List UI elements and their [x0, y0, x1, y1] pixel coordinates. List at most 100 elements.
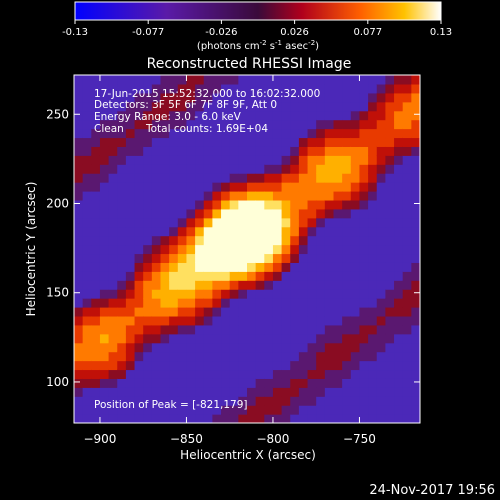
- heatmap-cell: [385, 414, 395, 423]
- heatmap-cell: [298, 119, 309, 130]
- heatmap-cell: [108, 315, 118, 326]
- heatmap-cell: [212, 414, 222, 423]
- colorbar-tick-label: -0.13: [62, 27, 88, 38]
- heatmap-cell: [376, 289, 386, 299]
- heatmap-cell: [143, 405, 153, 415]
- heatmap-cell: [229, 191, 239, 201]
- heatmap-cell: [316, 110, 326, 121]
- heatmap-cell: [350, 315, 361, 326]
- heatmap-cell: [82, 307, 92, 317]
- heatmap-cell: [298, 83, 309, 94]
- heatmap-cell: [255, 342, 265, 353]
- heatmap-cell: [169, 199, 179, 210]
- heatmap-cell: [99, 298, 110, 308]
- heatmap-cell: [74, 324, 84, 335]
- heatmap-cell: [143, 360, 153, 371]
- heatmap-cell: [177, 75, 188, 85]
- heatmap-cell: [368, 101, 378, 112]
- heatmap-cell: [290, 289, 300, 299]
- heatmap-cell: [359, 333, 369, 344]
- colorbar: [74, 1, 442, 21]
- heatmap-cell: [281, 253, 291, 263]
- heatmap-cell: [342, 253, 352, 263]
- heatmap-cell: [316, 182, 326, 192]
- heatmap-cell: [255, 369, 265, 379]
- colorbar-tick-label: -0.026: [205, 27, 237, 38]
- heatmap-cell: [394, 360, 404, 371]
- heatmap-cell: [74, 83, 84, 94]
- heatmap-cell: [134, 164, 144, 174]
- heatmap-cell: [316, 333, 326, 344]
- heatmap-cell: [385, 298, 395, 308]
- heatmap-cell: [281, 414, 291, 423]
- heatmap-cell: [203, 191, 213, 201]
- heatmap-cell: [82, 271, 92, 281]
- heatmap-cell: [402, 119, 412, 130]
- heatmap-cell: [238, 360, 248, 371]
- heatmap-cell: [402, 182, 412, 192]
- heatmap-cell: [281, 110, 291, 121]
- heatmap-cell: [247, 307, 257, 317]
- heatmap-cell: [108, 75, 118, 85]
- heatmap-cell: [402, 280, 412, 290]
- heatmap-cell: [316, 137, 326, 147]
- heatmap-cell: [333, 101, 343, 112]
- heatmap-cell: [177, 92, 188, 103]
- heatmap-cell: [272, 396, 283, 406]
- heatmap-cell: [82, 396, 92, 406]
- heatmap-cell: [333, 342, 343, 353]
- heatmap-cell: [195, 92, 205, 103]
- heatmap-cell: [151, 226, 162, 237]
- heatmap-cell: [281, 315, 291, 326]
- heatmap-cell: [411, 128, 420, 139]
- heatmap-cell: [108, 405, 118, 415]
- heatmap-cell: [385, 182, 395, 192]
- heatmap-cell: [221, 387, 231, 397]
- heatmap-cell: [324, 235, 335, 246]
- heatmap-cell: [264, 182, 274, 192]
- heatmap-cell: [411, 164, 420, 174]
- heatmap-cell: [195, 280, 205, 290]
- heatmap-cell: [298, 405, 309, 415]
- heatmap-cell: [264, 262, 274, 272]
- heatmap-cell: [203, 315, 213, 326]
- heatmap-cell: [117, 83, 127, 94]
- heatmap-cell: [117, 387, 127, 397]
- heatmap-cell: [350, 387, 361, 397]
- heatmap-cell: [151, 110, 162, 121]
- heatmap-cell: [307, 333, 317, 344]
- heatmap-cell: [324, 244, 335, 255]
- heatmap-cell: [307, 360, 317, 371]
- heatmap-cell: [195, 289, 205, 299]
- heatmap-cell: [160, 83, 170, 94]
- heatmap-cell: [108, 199, 118, 210]
- heatmap-cell: [342, 217, 352, 228]
- heatmap-cell: [108, 414, 118, 423]
- annotation-energy: Energy Range: 3.0 - 6.0 keV: [94, 111, 242, 123]
- heatmap-cell: [247, 235, 257, 246]
- heatmap-cell: [290, 307, 300, 317]
- heatmap-cell: [160, 307, 170, 317]
- heatmap-cell: [376, 414, 386, 423]
- heatmap-cell: [151, 244, 162, 255]
- heatmap-cell: [117, 173, 127, 183]
- y-tick-label: 200: [46, 196, 69, 210]
- y-tick-label: 250: [46, 107, 69, 121]
- heatmap-cell: [402, 289, 412, 299]
- heatmap-cell: [333, 378, 343, 388]
- heatmap-cell: [402, 83, 412, 94]
- heatmap-cell: [333, 75, 343, 85]
- heatmap-cell: [247, 137, 257, 147]
- heatmap-cell: [125, 244, 136, 255]
- heatmap-cell: [74, 414, 84, 423]
- heatmap-cell: [298, 146, 309, 156]
- heatmap-cell: [272, 369, 283, 379]
- heatmap-cell: [402, 342, 412, 353]
- heatmap-cell: [151, 119, 162, 130]
- heatmap-cell: [151, 324, 162, 335]
- heatmap-cell: [117, 405, 127, 415]
- heatmap-cell: [229, 244, 239, 255]
- heatmap-cell: [350, 414, 361, 423]
- heatmap-cell: [74, 173, 84, 183]
- heatmap-cell: [385, 110, 395, 121]
